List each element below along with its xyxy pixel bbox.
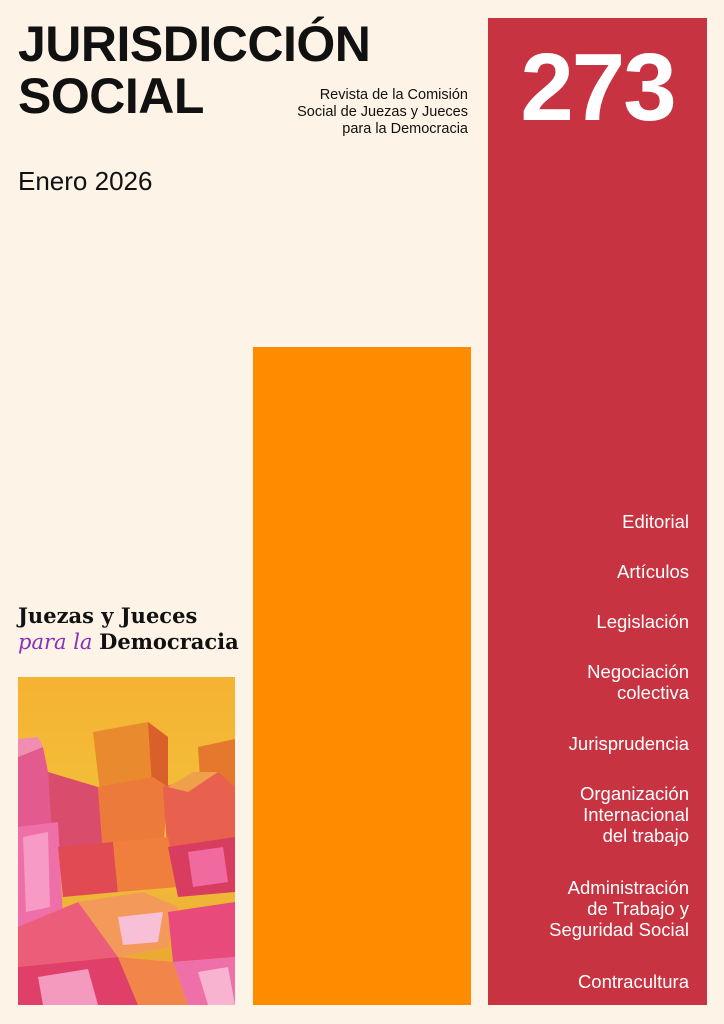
section-line: de Trabajo y: [587, 898, 689, 919]
section-contracultura: Contracultura: [578, 971, 689, 992]
issue-date: Enero 2026: [18, 166, 153, 196]
section-line: Legislación: [596, 611, 689, 632]
orange-decorative-bar: [253, 347, 471, 1005]
subtitle-line3: para la Democracia: [342, 121, 468, 137]
section-line: del trabajo: [602, 825, 689, 846]
section-legislacion: Legislación: [596, 611, 689, 632]
section-line: Editorial: [622, 511, 689, 532]
magazine-title: JURISDICCIÓN SOCIAL: [18, 16, 371, 124]
section-line: Jurisprudencia: [568, 733, 689, 754]
subtitle-line2: Social de Juezas y Jueces: [297, 104, 468, 120]
section-jurisprudencia: Jurisprudencia: [569, 733, 689, 754]
subtitle-line1: Revista de la Comisión: [319, 87, 468, 103]
section-line: colectiva: [617, 682, 689, 703]
section-oit: Organización Internacional del trabajo: [580, 783, 689, 846]
issue-number: 273: [520, 34, 676, 141]
section-administracion: Administración de Trabajo y Seguridad So…: [549, 877, 689, 940]
painting-svg: [18, 677, 235, 1005]
section-line: Contracultura: [577, 971, 689, 992]
logo-line1: Juezas y Jueces: [18, 603, 198, 628]
section-editorial: Editorial: [622, 511, 689, 532]
section-line: Seguridad Social: [549, 919, 689, 940]
magazine-subtitle: Revista de la Comisión Social de Juezas …: [280, 87, 468, 138]
section-line: Organización: [579, 783, 689, 804]
logo-bold-text: Democracia: [99, 629, 239, 654]
section-line: Internacional: [583, 804, 689, 825]
section-negociacion-colectiva: Negociación colectiva: [587, 661, 689, 703]
magazine-title-line2: SOCIAL: [18, 68, 204, 124]
red-panel: 273 Editorial Artículos Legislación Nego…: [488, 18, 707, 1005]
abstract-painting-image: [18, 677, 235, 1005]
section-line: Artículos: [617, 561, 689, 582]
magazine-title-line1: JURISDICCIÓN: [18, 16, 371, 72]
jjd-logo: Juezas y Jueces para la Democracia: [18, 603, 239, 655]
section-line: Administración: [567, 877, 689, 898]
logo-line2: para la Democracia: [18, 629, 239, 655]
section-articulos: Artículos: [617, 561, 689, 582]
section-line: Negociación: [587, 661, 689, 682]
logo-italic-text: para la: [18, 630, 93, 654]
